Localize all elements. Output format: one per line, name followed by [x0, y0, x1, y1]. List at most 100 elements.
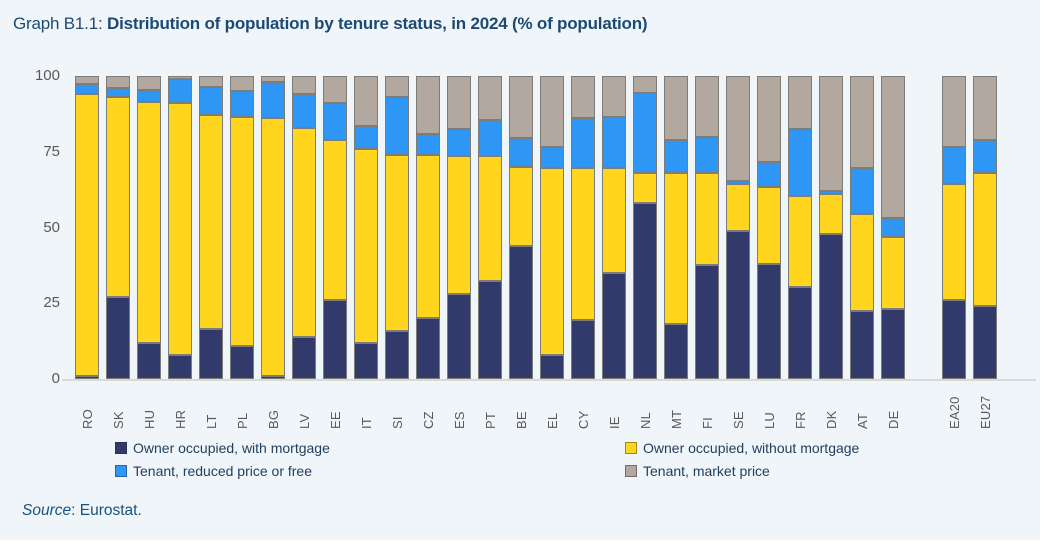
- bar-column-hu: HU: [137, 76, 161, 429]
- bar-column-ro: RO: [75, 76, 99, 429]
- x-axis-label-hu: HU: [141, 409, 157, 429]
- stacked-bar-cy: [571, 76, 595, 379]
- bar-column-sk: SK: [106, 76, 130, 429]
- segment-ea20-series-2: [942, 147, 966, 184]
- segment-el-series-0: [540, 354, 564, 379]
- segment-si-series-0: [385, 330, 409, 379]
- segment-pt-series-2: [478, 119, 502, 157]
- stacked-bar-ee: [323, 76, 347, 379]
- x-axis-label-mt: MT: [668, 409, 684, 429]
- segment-fr-series-1: [788, 195, 812, 287]
- x-axis-label-el: EL: [544, 412, 560, 429]
- segment-nl-series-3: [633, 76, 657, 93]
- bar-column-at: AT: [850, 76, 874, 429]
- segment-lt-series-3: [199, 76, 223, 87]
- x-axis-label-ee: EE: [327, 411, 343, 429]
- segment-pt-series-0: [478, 280, 502, 379]
- legend-swatch-yellow: [625, 442, 637, 454]
- x-axis-label-cy: CY: [575, 410, 591, 429]
- title-main: Distribution of population by tenure sta…: [107, 14, 648, 33]
- bar-column-fr: FR: [788, 76, 812, 429]
- bar-column-lt: LT: [199, 76, 223, 429]
- bar-column-mt: MT: [664, 76, 688, 429]
- segment-hr-series-1: [168, 103, 192, 355]
- segment-ea20-series-1: [942, 183, 966, 301]
- bar-column-be: BE: [509, 76, 533, 429]
- segment-sk-series-1: [106, 97, 130, 298]
- stacked-bar-lv: [292, 76, 316, 379]
- bar-column-ee: EE: [323, 76, 347, 429]
- segment-lu-series-1: [757, 186, 781, 264]
- chart-title: Graph B1.1: Distribution of population b…: [13, 14, 648, 34]
- legend-swatch-tan: [625, 465, 637, 477]
- segment-es-series-0: [447, 294, 471, 379]
- stacked-bar-be: [509, 76, 533, 379]
- title-prefix: Graph B1.1:: [13, 14, 107, 33]
- segment-es-series-1: [447, 156, 471, 295]
- segment-mt-series-1: [664, 172, 688, 325]
- segment-hu-series-2: [137, 89, 161, 102]
- x-axis-label-sk: SK: [110, 411, 126, 429]
- x-axis-label-lu: LU: [761, 411, 777, 429]
- segment-hr-series-0: [168, 354, 192, 379]
- segment-at-series-2: [850, 168, 874, 214]
- segment-lv-series-0: [292, 336, 316, 379]
- segment-lv-series-1: [292, 127, 316, 337]
- segment-dk-series-0: [819, 233, 843, 379]
- bar-column-pl: PL: [230, 76, 254, 429]
- segment-ee-series-1: [323, 139, 347, 301]
- bar-column-ie: IE: [602, 76, 626, 429]
- x-axis-label-ea20: EA20: [946, 396, 962, 429]
- segment-bg-series-1: [261, 118, 285, 376]
- segment-fi-series-2: [695, 136, 719, 173]
- segment-it-series-2: [354, 126, 378, 149]
- segment-se-series-2: [726, 180, 750, 184]
- x-axis-label-lv: LV: [296, 413, 312, 429]
- stacked-bar-pt: [478, 76, 502, 379]
- segment-el-series-1: [540, 168, 564, 355]
- segment-de-series-1: [881, 236, 905, 310]
- segment-pl-series-3: [230, 76, 254, 92]
- segment-eu27-series-3: [973, 76, 997, 140]
- stacked-bar-el: [540, 76, 564, 379]
- x-axis-label-eu27: EU27: [977, 395, 993, 429]
- bar-column-cy: CY: [571, 76, 595, 429]
- segment-ro-series-3: [75, 76, 99, 84]
- x-axis-label-be: BE: [513, 411, 529, 429]
- segment-pt-series-1: [478, 156, 502, 281]
- x-axis-label-ro: RO: [79, 409, 95, 429]
- stacked-bar-at: [850, 76, 874, 379]
- stacked-bar-bg: [261, 76, 285, 379]
- x-axis-label-pl: PL: [234, 412, 250, 429]
- segment-cz-series-1: [416, 154, 440, 319]
- stacked-bar-sk: [106, 76, 130, 379]
- legend-item-owner-with-mortgage: Owner occupied, with mortgage: [115, 440, 330, 456]
- stacked-bar-ie: [602, 76, 626, 379]
- x-axis-label-ie: IE: [606, 416, 622, 429]
- segment-eu27-series-2: [973, 139, 997, 173]
- segment-at-series-1: [850, 213, 874, 311]
- segment-hu-series-3: [137, 76, 161, 90]
- segment-at-series-0: [850, 310, 874, 379]
- stacked-bar-ea20: [942, 76, 966, 379]
- segment-fi-series-1: [695, 172, 719, 266]
- segment-se-series-1: [726, 183, 750, 231]
- stacked-bar-hr: [168, 76, 192, 379]
- segment-de-series-3: [881, 76, 905, 219]
- segment-ro-series-1: [75, 94, 99, 376]
- legend-item-tenant-reduced: Tenant, reduced price or free: [115, 463, 312, 479]
- y-axis: 0 25 50 75 100: [13, 67, 75, 387]
- segment-nl-series-2: [633, 92, 657, 173]
- stacked-bar-de: [881, 76, 905, 379]
- segment-mt-series-0: [664, 324, 688, 379]
- bar-column-hr: HR: [168, 76, 192, 429]
- chart-panel: Graph B1.1: Distribution of population b…: [0, 0, 1040, 540]
- bar-column-dk: DK: [819, 76, 843, 429]
- segment-lt-series-2: [199, 86, 223, 116]
- source-text: : Eurostat.: [71, 502, 142, 519]
- stacked-bar-cz: [416, 76, 440, 379]
- stacked-bar-lu: [757, 76, 781, 379]
- legend-label: Owner occupied, without mortgage: [643, 440, 860, 456]
- bar-column-se: SE: [726, 76, 750, 429]
- segment-el-series-2: [540, 147, 564, 169]
